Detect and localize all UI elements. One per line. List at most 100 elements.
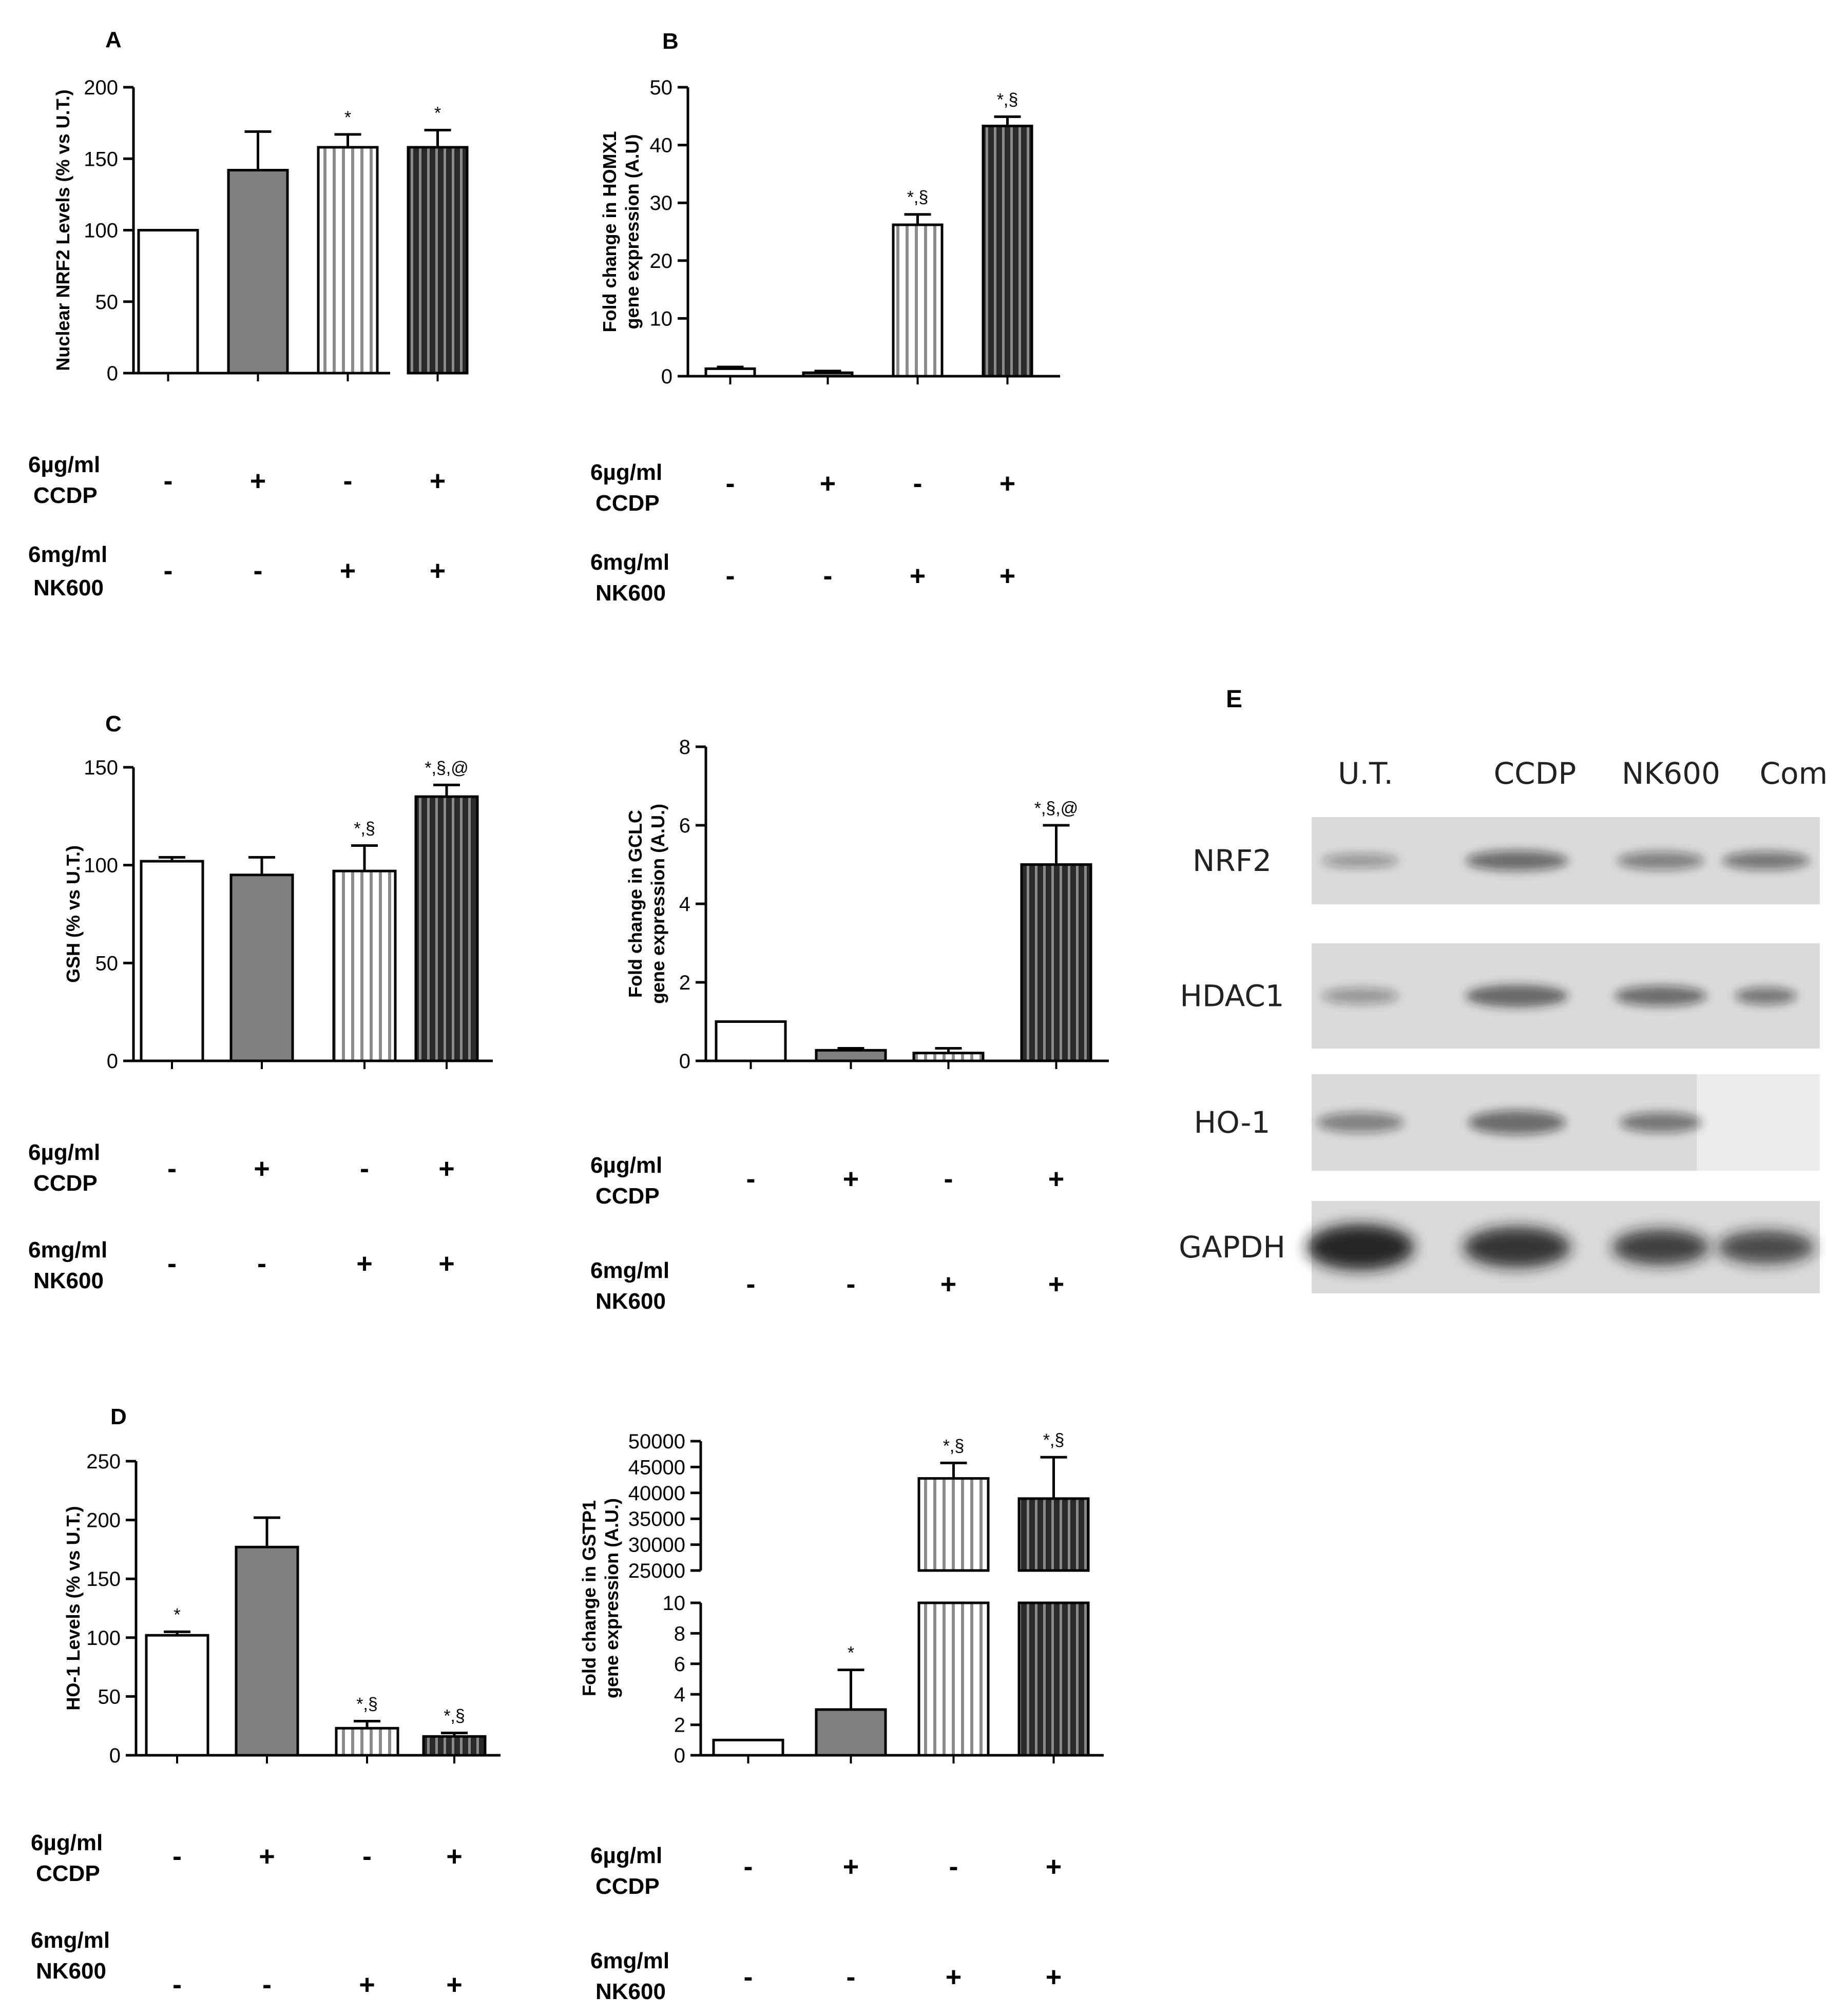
y-tick-label: 2 xyxy=(679,972,690,994)
blot-band xyxy=(1620,1112,1702,1133)
y-tick-label: 200 xyxy=(84,76,118,99)
ccdp-sign: + xyxy=(820,468,836,499)
ccdp-dose-label: 6µg/ml xyxy=(31,1830,103,1855)
y-axis-label: gene expression (A.U.) xyxy=(601,1498,622,1698)
y-tick-label: 50000 xyxy=(628,1430,685,1453)
significance-annotation: *,§ xyxy=(907,188,929,207)
blot-band xyxy=(1463,1227,1571,1268)
significance-annotation: * xyxy=(434,104,441,123)
significance-annotation: *,§ xyxy=(1043,1430,1065,1450)
y-tick-label: 0 xyxy=(679,1050,690,1073)
ccdp-sign: + xyxy=(1048,1164,1065,1194)
western-blot-panel: E U.T. CCDP NK600 Combo NRF2 HDAC1 HO-1 GAPDH xyxy=(1179,686,1826,1293)
nk600-sign: - xyxy=(823,560,833,591)
bar xyxy=(802,371,854,378)
y-tick-label: 8 xyxy=(674,1622,685,1645)
y-tick-label: 10 xyxy=(663,1592,686,1615)
y-tick-label: 100 xyxy=(86,1627,121,1650)
y-tick-label: 150 xyxy=(84,148,118,170)
nk600-label: NK600 xyxy=(33,1268,104,1293)
ccdp-sign: - xyxy=(167,1153,177,1184)
blot-band xyxy=(1717,1230,1815,1264)
ccdp-label: CCDP xyxy=(595,1184,660,1209)
y-tick-label: 50 xyxy=(95,291,119,314)
nk600-sign: - xyxy=(744,1962,753,1992)
ccdp-sign: - xyxy=(362,1841,372,1872)
nk600-dose-label: 6mg/ml xyxy=(590,550,669,575)
lane-label: U.T. xyxy=(1338,756,1393,791)
ccdp-sign: - xyxy=(944,1164,953,1194)
bar xyxy=(422,1735,487,1757)
ccdp-sign: + xyxy=(438,1153,455,1184)
y-tick-label: 6 xyxy=(674,1653,685,1676)
nk600-sign: - xyxy=(172,1969,182,2000)
nk600-sign: - xyxy=(746,1269,756,1300)
significance-annotation: *,§,@ xyxy=(425,758,469,778)
bar xyxy=(912,1052,985,1062)
y-axis-label: Fold change in GSTP1 xyxy=(579,1500,600,1696)
ccdp-sign: + xyxy=(254,1153,270,1184)
ccdp-dose-label: 6µg/ml xyxy=(28,452,100,477)
nk600-sign: + xyxy=(1046,1962,1062,1992)
y-axis-label: gene expression (A.U.) xyxy=(647,804,668,1004)
y-tick-label: 150 xyxy=(86,1568,121,1591)
y-tick-label: 0 xyxy=(109,1744,121,1767)
bar xyxy=(815,1049,887,1062)
bar-upper xyxy=(1017,1497,1090,1572)
ccdp-dose-label: 6µg/ml xyxy=(590,460,662,485)
panel-label: C xyxy=(105,711,122,736)
blot-band xyxy=(1735,987,1797,1005)
bar xyxy=(712,1738,784,1757)
ccdp-sign: - xyxy=(746,1164,756,1194)
y-tick-label: 8 xyxy=(679,736,690,759)
nk600-label: NK600 xyxy=(595,1979,666,2004)
y-tick-label: 35000 xyxy=(628,1508,685,1530)
ccdp-dose-label: 6µg/ml xyxy=(28,1140,100,1165)
significance-annotation: *,§ xyxy=(943,1436,965,1456)
nk600-dose-label: 6mg/ml xyxy=(590,1948,669,1973)
bar xyxy=(227,169,289,375)
y-tick-label: 4 xyxy=(679,893,690,916)
nk600-dose-label: 6mg/ml xyxy=(28,1237,107,1263)
blot-band xyxy=(1466,850,1568,871)
bar-upper xyxy=(917,1477,990,1572)
chart-panel-d: D 0 50 100 150 200 250 HO-1 Levels (% vs U.T.) *… xyxy=(31,1404,501,2000)
bar xyxy=(704,367,756,378)
nk600-dose-label: 6mg/ml xyxy=(590,1258,669,1283)
nk600-sign: - xyxy=(254,555,263,586)
bar xyxy=(229,874,294,1062)
blot-band xyxy=(1322,854,1399,868)
y-tick-label: 40 xyxy=(650,134,673,157)
nk600-sign: - xyxy=(262,1969,272,2000)
significance-annotation: *,§,@ xyxy=(1034,799,1079,818)
significance-annotation: * xyxy=(344,108,351,127)
nk600-sign: + xyxy=(1000,560,1016,591)
y-axis-label: HO-1 Levels (% vs U.T.) xyxy=(63,1506,84,1710)
y-axis-label: Fold change in HOMX1 xyxy=(599,131,620,332)
blot-band xyxy=(1317,1112,1404,1133)
blot-band xyxy=(1614,985,1707,1006)
nk600-label: NK600 xyxy=(595,1289,666,1314)
ccdp-sign: + xyxy=(430,466,446,496)
ccdp-sign: - xyxy=(744,1851,753,1882)
ccdp-sign: - xyxy=(172,1841,182,1872)
y-tick-label: 0 xyxy=(674,1744,685,1767)
y-tick-label: 6 xyxy=(679,815,690,837)
protein-label: GAPDH xyxy=(1179,1230,1285,1265)
bar xyxy=(317,146,379,375)
y-tick-label: 20 xyxy=(650,250,673,273)
bar xyxy=(332,869,397,1062)
panel-label: D xyxy=(110,1404,127,1429)
nk600-sign: + xyxy=(1048,1269,1065,1300)
y-axis-label: gene expression (A.U) xyxy=(622,134,643,329)
y-tick-label: 25000 xyxy=(628,1560,685,1582)
ccdp-sign: + xyxy=(843,1851,859,1882)
panel-label: A xyxy=(105,27,122,52)
y-tick-label: 30 xyxy=(650,192,673,215)
nk600-sign: + xyxy=(430,555,446,586)
y-tick-label: 40000 xyxy=(628,1482,685,1505)
ccdp-dose-label: 6µg/ml xyxy=(590,1153,662,1178)
y-tick-label: 250 xyxy=(86,1450,121,1473)
nk600-sign: + xyxy=(446,1969,463,2000)
nk600-label: NK600 xyxy=(595,580,666,606)
